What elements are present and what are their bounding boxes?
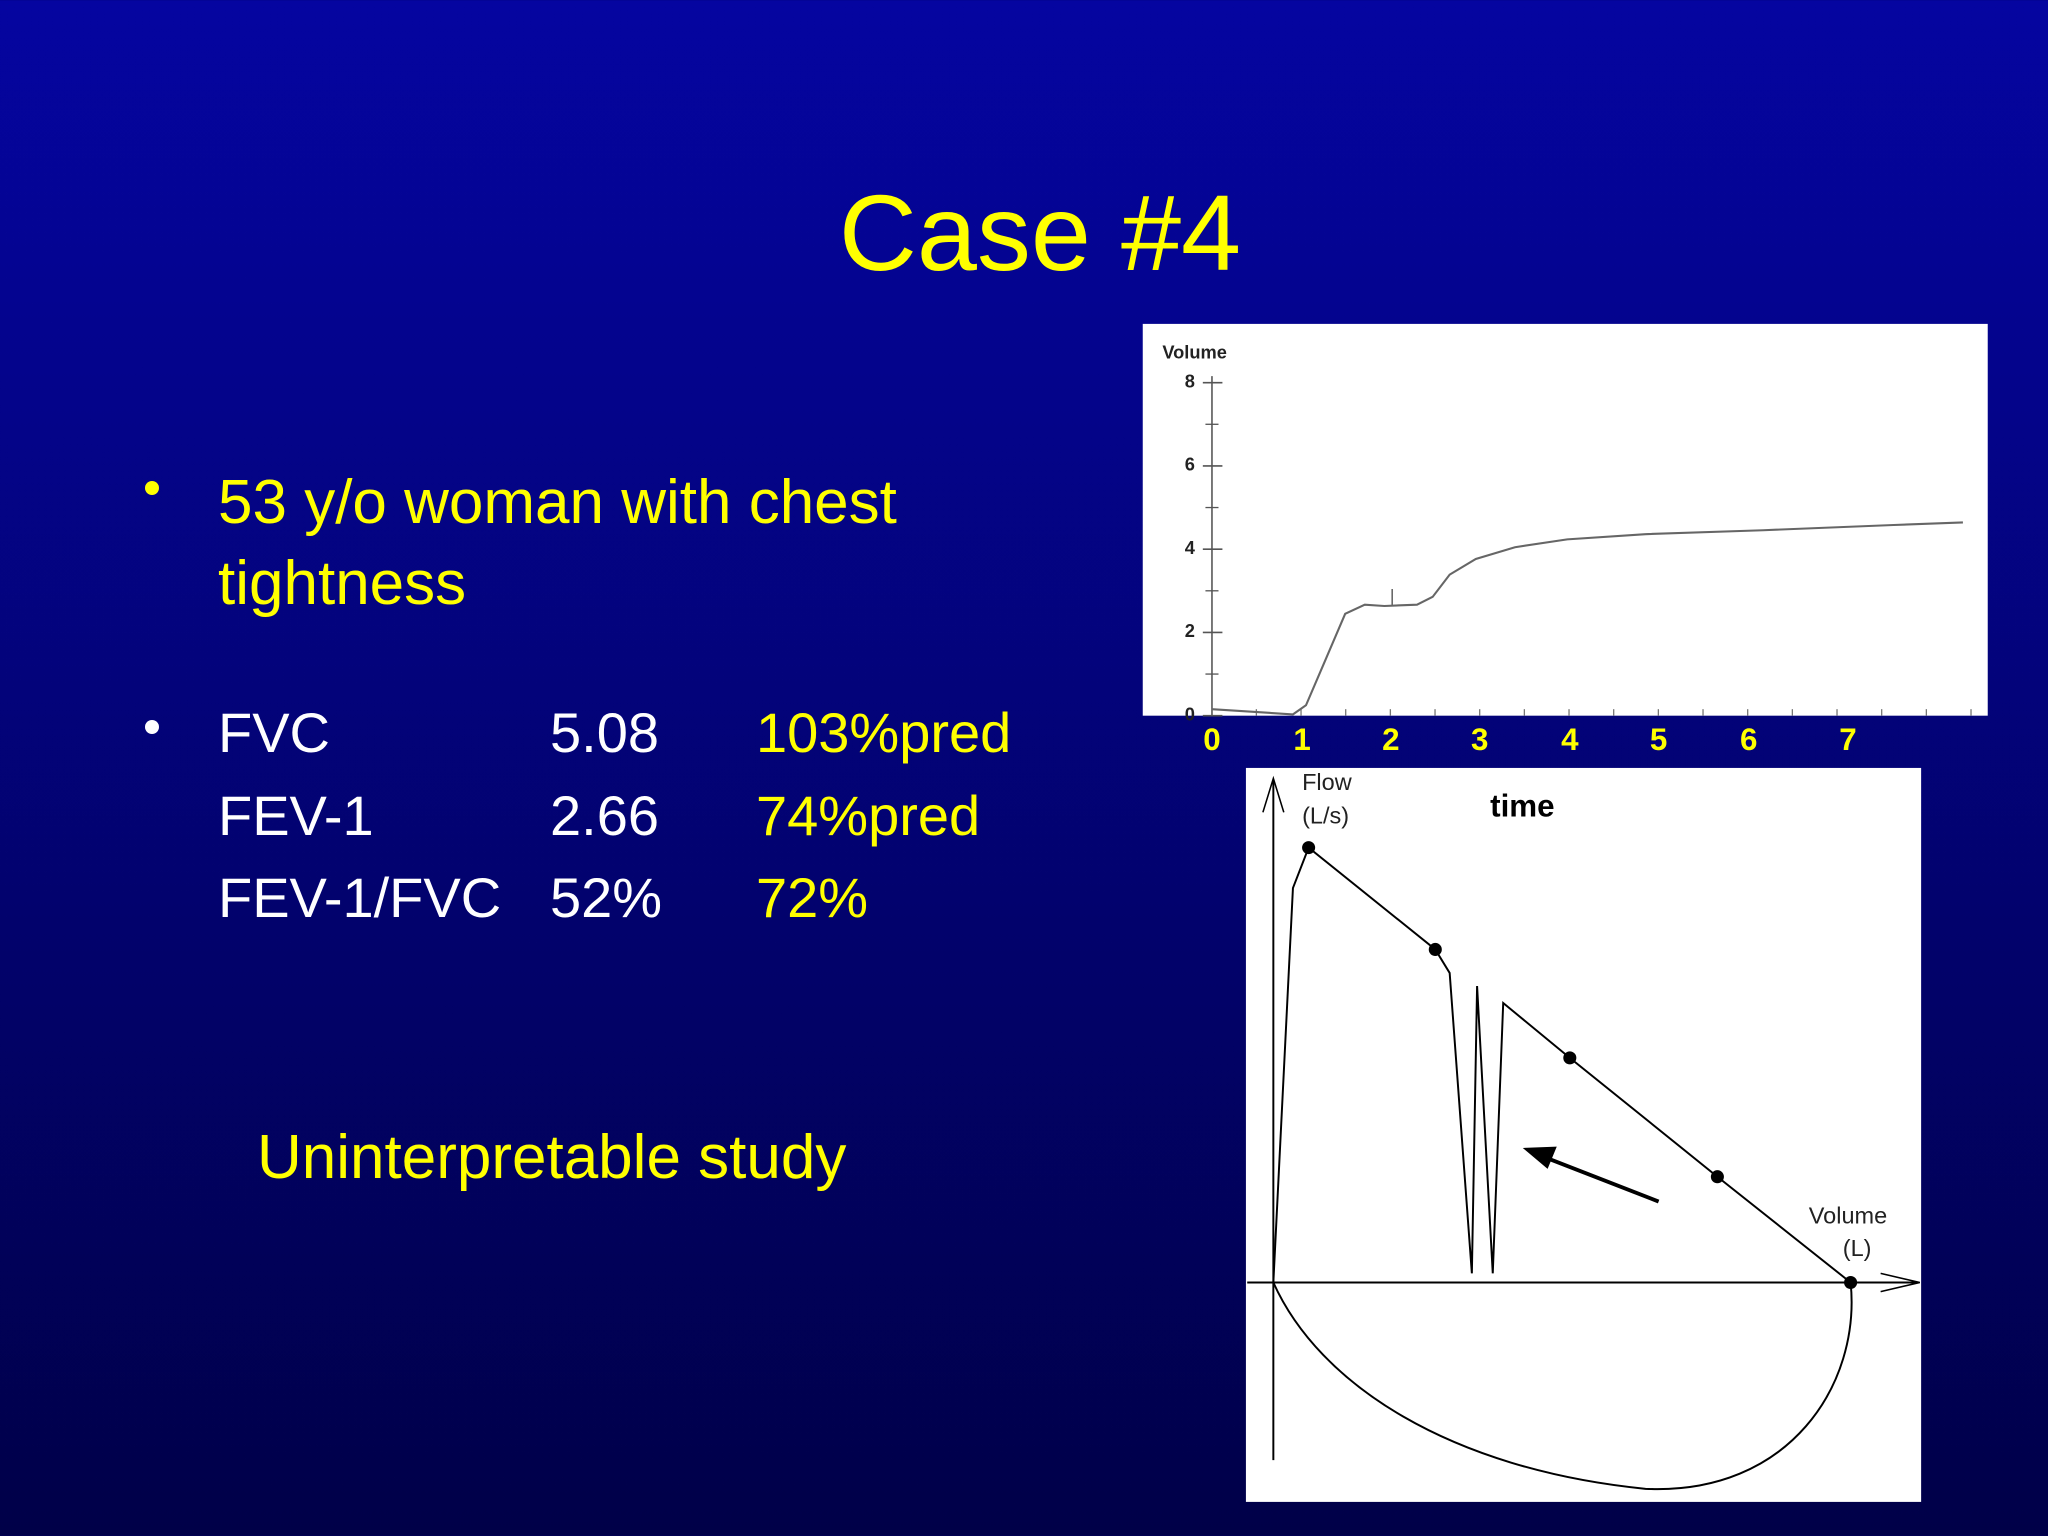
x-tick-label: 6 (1740, 722, 1757, 757)
x-tick-label: 7 (1839, 722, 1856, 757)
table-cell: 103%pred (756, 701, 1012, 764)
flow-volume-chart: Flow (L/s) time Volume (L) (1245, 767, 1922, 1502)
time-label: time (1490, 789, 1554, 824)
bullet-text: 53 y/o woman with chest tightness (218, 468, 897, 618)
table-cell: 74%pred (756, 784, 981, 847)
slide-title: Case #4 (838, 172, 1242, 293)
expiratory-curve (1272, 845, 1852, 1284)
conclusion: Uninterpretable study (257, 1123, 847, 1192)
x-tick-label: 1 (1293, 722, 1310, 757)
point (1302, 841, 1316, 855)
volume-time-chart: 8 6 4 2 00 1 2 3 4 5 6 7 Volume (1142, 323, 1988, 757)
bullet (145, 481, 159, 495)
y-tick-label: 0 (1185, 704, 1195, 725)
table-cell: 52% (550, 866, 663, 929)
x-tick-label: 3 (1471, 722, 1488, 757)
annotation-arrow (1540, 1153, 1660, 1204)
y-axis-label: Flow (1302, 769, 1353, 795)
volume-curve (1211, 521, 1963, 716)
table-cell: 72% (756, 866, 869, 929)
x-axis-label: Volume (1809, 1202, 1887, 1228)
y-tick-label: 6 (1185, 454, 1195, 475)
y-tick-label: 8 (1185, 370, 1195, 391)
y-axis-label: Volume (1162, 342, 1227, 363)
x-tick-label: 5 (1650, 722, 1667, 757)
axis-arrow (1262, 775, 1285, 813)
chart-background (1245, 767, 1922, 1502)
y-axis-unit: (L/s) (1302, 803, 1349, 829)
table-cell: FEV-1/FVC (218, 866, 502, 929)
table-cell: 2.66 (550, 784, 659, 847)
arrow-head (1522, 1146, 1557, 1169)
point (1710, 1170, 1724, 1184)
curve-points (1302, 841, 1858, 1290)
bullet (145, 720, 159, 734)
table-cell: 5.08 (550, 701, 659, 764)
chart-background (1142, 323, 1988, 716)
axis-ticks: 8 6 4 2 00 1 2 3 4 5 6 7 (1185, 370, 1972, 757)
x-tick-label: 2 (1382, 722, 1399, 757)
table-cell: FVC (218, 701, 330, 764)
axis-arrow (1880, 1272, 1920, 1293)
x-axis-unit: (L) (1843, 1235, 1872, 1261)
inspiratory-curve (1272, 1282, 1853, 1490)
x-tick-label: 0 (1203, 722, 1220, 757)
x-tick-label: 4 (1561, 722, 1579, 757)
point (1844, 1275, 1858, 1290)
y-tick-label: 2 (1185, 620, 1195, 641)
point (1428, 942, 1442, 956)
point (1563, 1051, 1577, 1065)
table-cell: FEV-1 (218, 784, 374, 847)
y-tick-label: 4 (1185, 537, 1196, 558)
